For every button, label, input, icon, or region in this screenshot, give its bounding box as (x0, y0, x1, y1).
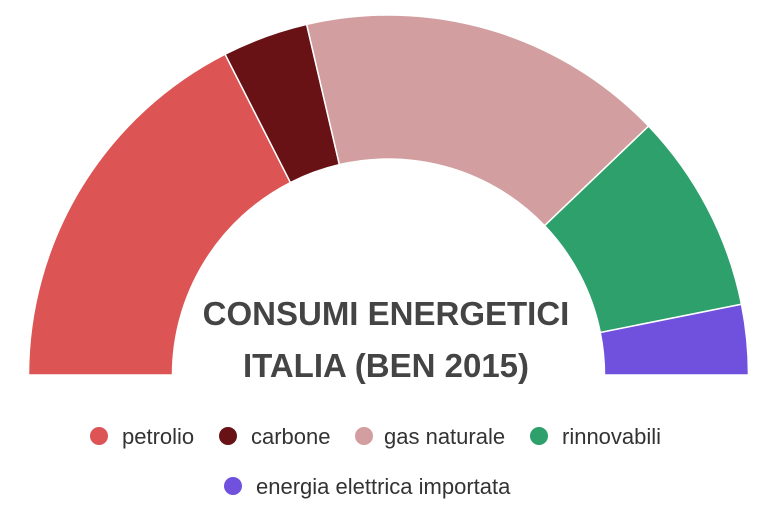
chart-title-line-2: ITALIA (BEN 2015) (243, 347, 529, 384)
legend-label-gas-naturale: gas naturale (384, 424, 505, 449)
legend-item-carbone[interactable]: carbone (219, 424, 331, 449)
legend-item-energia-elettrica-importata[interactable]: energia elettrica importata (224, 474, 511, 499)
chart-title-line-1: CONSUMI ENERGETICI (203, 295, 570, 332)
legend-item-petrolio[interactable]: petrolio (90, 424, 194, 449)
legend-item-gas-naturale[interactable]: gas naturale (355, 424, 505, 449)
legend-swatch-carbone (219, 427, 237, 445)
legend-label-carbone: carbone (251, 424, 331, 449)
legend-swatch-gas-naturale (355, 427, 373, 445)
legend-swatch-energia-elettrica-importata (224, 477, 242, 495)
legend-label-petrolio: petrolio (122, 424, 194, 449)
legend: petrolio carbone gas naturale rinnovabil… (90, 424, 661, 499)
legend-swatch-rinnovabili (530, 427, 548, 445)
slice-energia-elettrica-importata[interactable] (599, 303, 750, 376)
slice-petrolio[interactable] (27, 53, 292, 376)
legend-label-rinnovabili: rinnovabili (562, 424, 661, 449)
legend-item-rinnovabili[interactable]: rinnovabili (530, 424, 661, 449)
slices (27, 14, 750, 376)
slice-gas-naturale[interactable] (305, 14, 650, 227)
legend-swatch-petrolio (90, 427, 108, 445)
legend-label-energia-elettrica-importata: energia elettrica importata (256, 474, 511, 499)
